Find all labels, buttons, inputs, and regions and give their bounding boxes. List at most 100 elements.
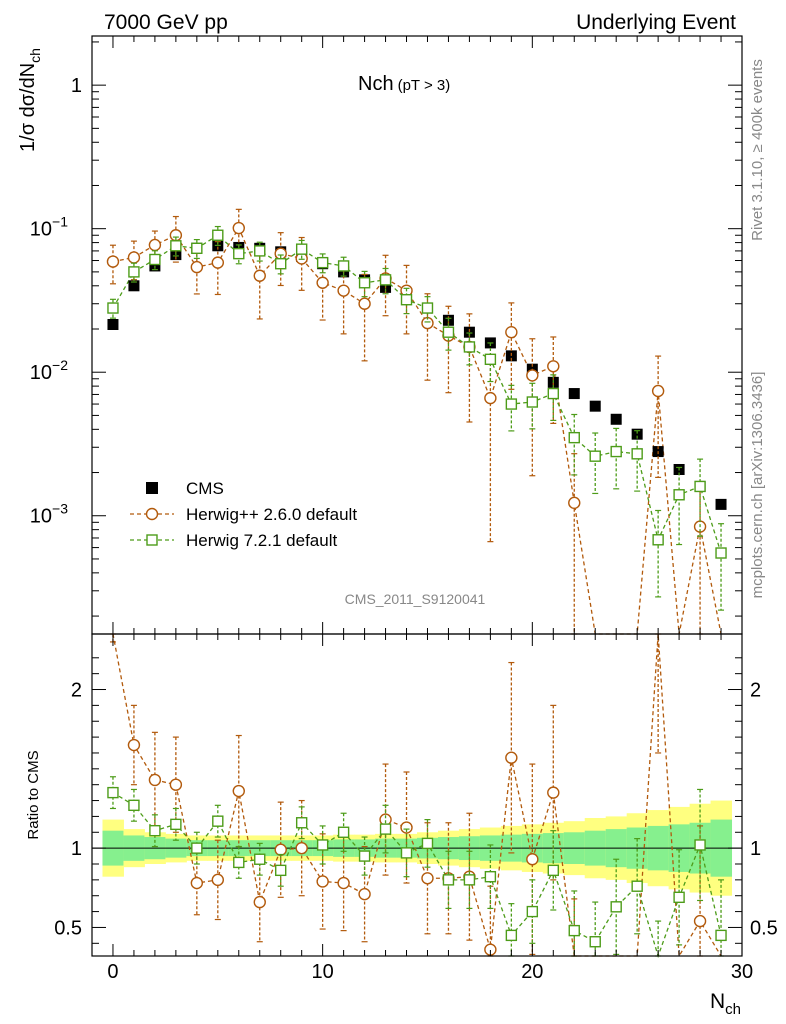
herwig7-marker — [337, 260, 350, 272]
y-tick-label-exp: −2 — [52, 357, 68, 373]
ratio-herwig7-marker — [610, 901, 622, 913]
y-tick-label: 10−1 — [30, 214, 68, 241]
header-process-label: Underlying Event — [576, 11, 736, 34]
ratio-herwig-pp-marker — [127, 738, 141, 752]
herwig-pp-marker — [337, 284, 350, 297]
herwig7-marker — [128, 266, 140, 278]
cms-marker — [568, 388, 580, 400]
herwig-pp-marker — [358, 297, 371, 310]
herwig7-marker — [212, 229, 224, 241]
series-line-1 — [112, 226, 722, 635]
y-axis-label-sub: ch — [27, 48, 43, 63]
ratio-y-tick-label: 0.5 — [54, 917, 82, 939]
herwig7-marker — [463, 341, 476, 353]
ratio-herwig7-marker — [275, 864, 287, 877]
herwig7-marker — [610, 445, 622, 458]
legend-entry-label: Herwig 7.2.1 default — [186, 531, 337, 550]
herwig7-marker — [652, 534, 664, 546]
ratio-herwig7-marker — [316, 839, 329, 851]
ratio-herwig7-marker — [254, 853, 266, 865]
ratio-herwig-pp-marker — [400, 821, 413, 834]
herwig-pp-marker — [526, 369, 539, 382]
ratio-herwig7-marker — [170, 818, 182, 831]
x-axis-label-main: N — [710, 990, 725, 1013]
ratio-y-tick-label-right: 1 — [750, 838, 761, 860]
y-tick-label-base: 10 — [30, 362, 52, 384]
legend-square-marker — [146, 534, 158, 546]
x-tick-label: 10 — [312, 961, 334, 983]
herwig-pp-marker — [106, 255, 120, 268]
ratio-herwig-pp-marker — [274, 843, 287, 856]
herwig7-marker — [568, 431, 580, 444]
cms-marker — [631, 428, 643, 440]
ratio-herwig7-marker — [715, 929, 727, 942]
y-tick-label-base: 10 — [30, 219, 52, 241]
cms-marker — [128, 280, 140, 292]
ratio-y-tick-label: 1 — [71, 838, 82, 860]
ratio-herwig-pp-marker — [295, 841, 308, 855]
herwig7-marker — [254, 245, 266, 257]
y-tick-label-exp: −1 — [52, 214, 68, 230]
ratio-herwig-pp-marker — [169, 778, 183, 791]
herwig7-marker — [547, 387, 559, 400]
cms-marker — [715, 498, 727, 510]
ratio-herwig-pp-marker — [190, 876, 204, 890]
ratio-line-1 — [112, 633, 722, 959]
herwig7-marker — [149, 253, 161, 266]
ratio-herwig7-marker — [295, 817, 308, 829]
herwig-pp-marker — [547, 360, 560, 373]
y-tick-label: 10−2 — [30, 357, 68, 384]
ratio-herwig-pp-marker — [693, 914, 707, 928]
y-tick-label-base: 10 — [30, 506, 52, 528]
ratio-herwig7-marker — [589, 936, 601, 948]
ratio-herwig-pp-marker — [421, 872, 434, 885]
ratio-herwig7-marker — [212, 815, 224, 827]
ratio-herwig-pp-marker — [337, 876, 350, 890]
x-axis-label: Nch — [710, 990, 741, 1018]
ratio-herwig7-marker — [128, 799, 140, 812]
y-tick-label-exp: −3 — [52, 501, 68, 517]
ratio-herwig7-marker — [694, 839, 706, 851]
ratio-herwig-pp-marker — [316, 875, 329, 888]
herwig-pp-marker — [211, 256, 225, 269]
ratio-panel-frame — [91, 633, 743, 957]
y-axis-label: 1/σ dσ/dNch — [17, 48, 43, 152]
y-tick-label-base: 1 — [71, 75, 82, 97]
herwig-pp-marker — [484, 391, 497, 405]
analysis-id-label: CMS_2011_S9120041 — [345, 591, 486, 607]
herwig-pp-marker — [253, 269, 266, 282]
legend-entry-label: Herwig++ 2.6.0 default — [186, 505, 357, 524]
herwig7-marker — [421, 302, 434, 314]
herwig7-marker — [379, 274, 392, 286]
herwig7-marker — [673, 489, 685, 501]
header-energy-label: 7000 GeV pp — [104, 11, 228, 34]
ratio-herwig7-marker — [673, 891, 685, 904]
herwig-pp-marker — [568, 496, 581, 510]
ratio-herwig7-marker — [505, 929, 518, 942]
ratio-herwig7-marker — [547, 864, 559, 877]
herwig7-marker — [233, 247, 245, 260]
ratio-herwig7-marker — [107, 786, 119, 799]
x-tick-label: 0 — [107, 961, 118, 983]
ratio-herwig7-marker — [568, 924, 580, 937]
x-tick-label: 30 — [731, 961, 753, 983]
herwig7-marker — [694, 480, 706, 493]
ratio-y-axis-label: Ratio to CMS — [25, 750, 42, 839]
ratio-y-tick-label-right: 2 — [750, 680, 761, 702]
herwig7-marker — [589, 450, 601, 462]
herwig7-marker — [442, 326, 455, 338]
ratio-herwig7-marker — [421, 837, 434, 850]
side-rivet-label: Rivet 3.1.10, ≥ 400k events — [749, 59, 766, 241]
side-mcplots-label: mcplots.cern.ch [arXiv:1306.3436] — [749, 372, 766, 599]
herwig-pp-marker — [316, 276, 329, 289]
herwig7-marker — [526, 396, 539, 408]
herwig7-marker — [505, 398, 518, 410]
herwig7-marker — [358, 277, 371, 289]
y-axis-label-main: 1/σ dσ/dN — [17, 63, 39, 152]
ratio-herwig7-marker — [484, 870, 497, 883]
herwig-pp-marker — [127, 251, 141, 264]
cms-marker — [463, 326, 475, 338]
plot-title-sub: (pT > 3) — [398, 77, 451, 94]
ratio-herwig7-marker — [337, 826, 350, 838]
